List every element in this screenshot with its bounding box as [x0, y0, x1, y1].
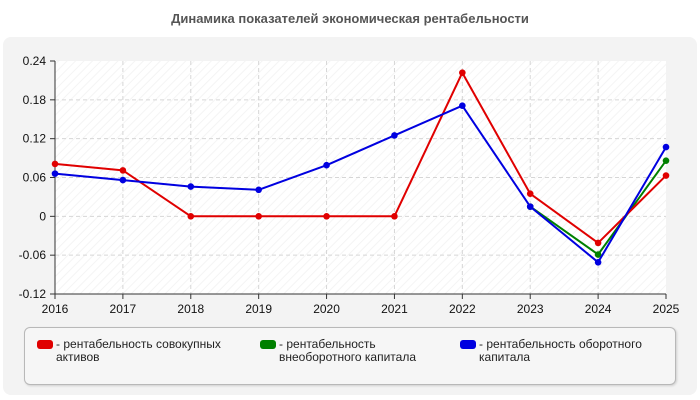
data-point: [594, 258, 602, 266]
y-tick-label: 0.24: [23, 54, 47, 68]
legend-swatch-red: [37, 340, 53, 349]
x-tick-label: 2017: [110, 302, 137, 316]
data-point: [51, 170, 59, 177]
data-point: [459, 102, 466, 109]
series-line: [54, 71, 667, 244]
y-tick-label: 0.12: [23, 132, 47, 146]
legend-swatch-blue: [460, 340, 476, 349]
legend-swatch-green: [260, 340, 276, 349]
x-tick-label: 2023: [517, 302, 544, 316]
legend-label-working-capital: рентабельность оборотного капитала: [479, 337, 642, 364]
legend-prefix: -: [479, 337, 483, 351]
data-point: [187, 183, 195, 190]
data-point: [323, 161, 330, 169]
y-tick-label: 0.18: [23, 93, 47, 107]
data-point: [119, 176, 127, 184]
legend-prefix: -: [279, 337, 283, 351]
x-tick-label: 2016: [42, 302, 69, 316]
data-point: [187, 213, 195, 220]
data-point: [255, 186, 262, 194]
data-point: [119, 167, 127, 174]
x-tick-label: 2021: [381, 302, 408, 316]
x-tick-label: 2024: [585, 302, 612, 316]
data-point: [391, 132, 398, 139]
data-point: [662, 143, 670, 151]
data-point: [526, 190, 534, 197]
x-tick-label: 2020: [313, 302, 340, 316]
data-point: [526, 203, 534, 210]
y-tick-label: -0.06: [19, 248, 47, 262]
y-tick-label: -0.12: [19, 287, 47, 301]
legend-label-total-assets: рентабельность совокупных активов: [56, 337, 221, 364]
y-tick-label: 0.06: [23, 171, 47, 185]
x-tick-label: 2018: [177, 302, 204, 316]
x-tick-label: 2019: [245, 302, 272, 316]
series-lines: [51, 69, 670, 266]
data-point: [323, 213, 330, 220]
y-tick-label: 0: [39, 209, 46, 223]
data-point: [594, 239, 602, 247]
data-point: [459, 69, 466, 76]
data-point: [662, 157, 670, 164]
x-tick-label: 2022: [449, 302, 476, 316]
legend-item-noncurrent-capital: - рентабельность внеоборотного капитала: [260, 338, 454, 364]
data-point: [391, 213, 398, 220]
legend-label-noncurrent-capital: рентабельность внеоборотного капитала: [279, 337, 416, 364]
data-point: [662, 172, 670, 179]
chart-title: Динамика показателей экономическая рента…: [171, 11, 529, 26]
legend-item-working-capital: - рентабельность оборотного капитала: [460, 338, 654, 364]
legend-prefix: -: [56, 337, 60, 351]
series-line: [54, 104, 667, 264]
x-tick-label: 2025: [653, 302, 680, 316]
legend-item-total-assets: - рентабельность совокупных активов: [37, 338, 231, 364]
data-point: [51, 160, 59, 168]
data-point: [594, 251, 602, 258]
grid: [55, 61, 666, 294]
data-point: [255, 213, 262, 220]
legend: - рентабельность совокупных активов - ре…: [24, 327, 676, 385]
